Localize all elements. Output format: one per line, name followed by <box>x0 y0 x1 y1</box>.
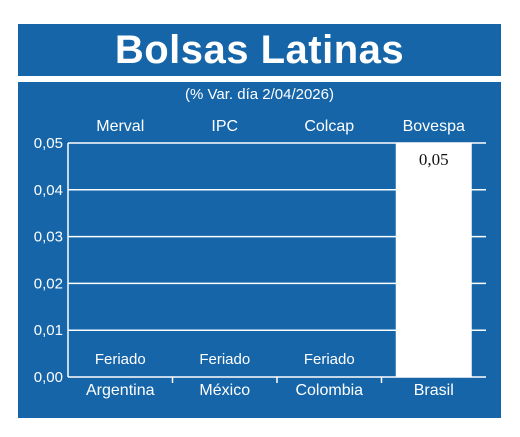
x-tick-label: México <box>199 382 250 399</box>
index-label: IPC <box>211 118 238 135</box>
index-label: Bovespa <box>403 118 465 135</box>
chart-title: Bolsas Latinas <box>114 27 405 72</box>
chart-subtitle: (% Var. día 2/04/2026) <box>185 86 334 103</box>
x-tick-label: Brasil <box>414 382 454 399</box>
y-tick-label: 0,02 <box>34 275 63 292</box>
data-label: Feriado <box>304 351 355 368</box>
x-tick-label: Colombia <box>295 382 363 399</box>
y-tick-label: 0,01 <box>34 322 63 339</box>
y-tick-label: 0,00 <box>34 369 63 386</box>
data-label: Feriado <box>199 351 250 368</box>
title-bar: Bolsas Latinas <box>18 24 501 76</box>
bar-chart: 0,00 0,01 0,02 0,03 0,04 0,05 Feriado Merval Arg… <box>34 118 486 399</box>
data-label: 0,05 <box>419 150 449 169</box>
y-tick-label: 0,05 <box>34 135 63 152</box>
y-tick-label: 0,03 <box>34 229 63 246</box>
index-label: Colcap <box>304 118 354 135</box>
y-tick-label: 0,04 <box>34 182 63 199</box>
index-label: Merval <box>96 118 144 135</box>
bar <box>395 143 472 377</box>
data-label: Feriado <box>95 351 146 368</box>
chart-panel: (% Var. día 2/04/2026) 0,00 0,01 0,02 0,03 0… <box>18 82 501 418</box>
x-tick-label: Argentina <box>86 382 155 399</box>
